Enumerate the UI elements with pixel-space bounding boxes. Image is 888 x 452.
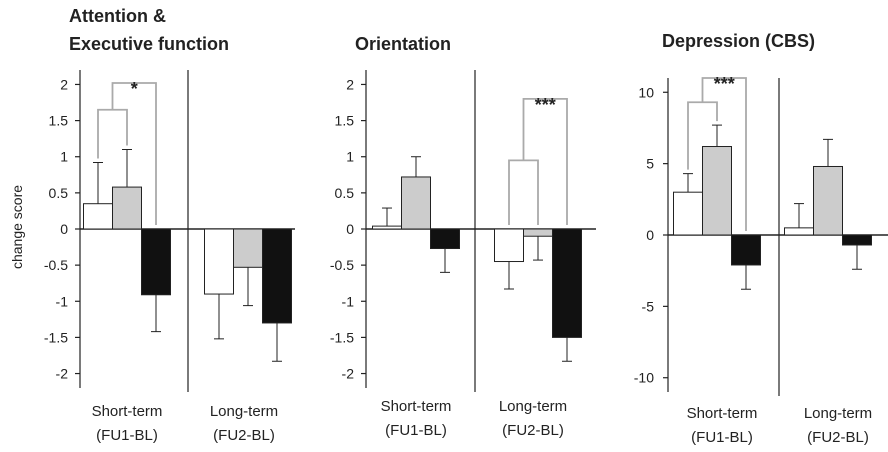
panel-3-tick-label: 10 [638, 84, 654, 100]
panel-2-tick-label: 1 [346, 149, 354, 165]
panel-1-tick-label: 1.5 [49, 113, 69, 129]
panel-2-group-label: (FU1-BL) [385, 422, 447, 439]
panel-1-tick-label: 0.5 [49, 185, 69, 201]
panel-1-bar-black [141, 228, 171, 296]
panel-2-bar-white [372, 225, 402, 230]
panel-2-tick-label: 0 [346, 221, 354, 237]
panel-1-group-label: (FU1-BL) [96, 427, 158, 444]
panel-2-bar-black [430, 228, 460, 250]
panel-3-bar-black [842, 234, 872, 246]
panel-3-group-label: Long-term [804, 405, 872, 422]
y-axis-label: change score [9, 185, 25, 269]
panel-2-tick-label: 1.5 [335, 113, 355, 129]
panel-3-tick-label: 0 [646, 227, 654, 243]
panel-1-title: Attention & [69, 6, 166, 26]
panel-2-significance-label: *** [535, 95, 556, 115]
panel-1-bar-white [83, 203, 113, 230]
panel-2-tick-label: -1.5 [330, 329, 354, 345]
panel-3-tick-label: 5 [646, 156, 654, 172]
panel-1-group-label: Short-term [92, 403, 163, 420]
panel-1-tick-label: 0 [60, 221, 68, 237]
panel-1-tick-label: 2 [60, 76, 68, 92]
panel-2-tick-label: -2 [342, 366, 355, 382]
panel-3-tick-label: -10 [634, 370, 654, 386]
panel-3-group-label: (FU2-BL) [807, 429, 869, 446]
panel-3-bar-grey [813, 165, 843, 236]
panel-2-tick-label: 0.5 [335, 185, 355, 201]
panel-2-group-label: Short-term [381, 398, 452, 415]
panel-3-group-label: (FU1-BL) [691, 429, 753, 446]
panel-1-group-label: (FU2-BL) [213, 427, 275, 444]
panel-1-tick-label: 1 [60, 149, 68, 165]
panel-3-significance-bracket [687, 77, 747, 231]
panel-3-bar-white [673, 191, 703, 236]
panel-2-bar-black [552, 228, 582, 338]
panel-1-bar-grey [233, 228, 263, 268]
panel-3-title: Depression (CBS) [662, 31, 815, 51]
panel-2-tick-label: -0.5 [330, 257, 354, 273]
panel-1-bar-grey [112, 186, 142, 230]
panel-3-bar-grey [702, 146, 732, 236]
panel-2-bar-grey [401, 176, 431, 230]
panel-3-group-label: Short-term [687, 405, 758, 422]
panel-1-title: Executive function [69, 34, 229, 54]
panel-1-tick-label: -0.5 [44, 257, 68, 273]
panel-2-significance-bracket [508, 98, 568, 225]
panel-1-tick-label: -1 [56, 293, 69, 309]
panel-3-tick-label: -5 [642, 298, 655, 314]
panel-3-significance-label: *** [714, 74, 735, 94]
panel-2-bar-white [494, 228, 524, 263]
panel-2-bar-grey [523, 228, 553, 237]
panel-2-tick-label: 2 [346, 76, 354, 92]
panel-1-significance-bracket [97, 82, 157, 225]
panel-1-group-label: Long-term [210, 403, 278, 420]
panel-2-group-label: Long-term [499, 398, 567, 415]
panel-1-bar-white [204, 228, 234, 295]
panel-1-bar-black [262, 228, 292, 324]
panel-2-tick-label: -1 [342, 293, 355, 309]
panel-3-bar-white [784, 227, 814, 236]
panel-2-title: Orientation [355, 34, 451, 54]
panel-3-bar-black [731, 234, 761, 266]
panel-1-tick-label: -2 [56, 366, 69, 382]
panel-1-tick-label: -1.5 [44, 329, 68, 345]
panel-1-significance-label: * [131, 79, 138, 99]
panel-2-group-label: (FU2-BL) [502, 422, 564, 439]
